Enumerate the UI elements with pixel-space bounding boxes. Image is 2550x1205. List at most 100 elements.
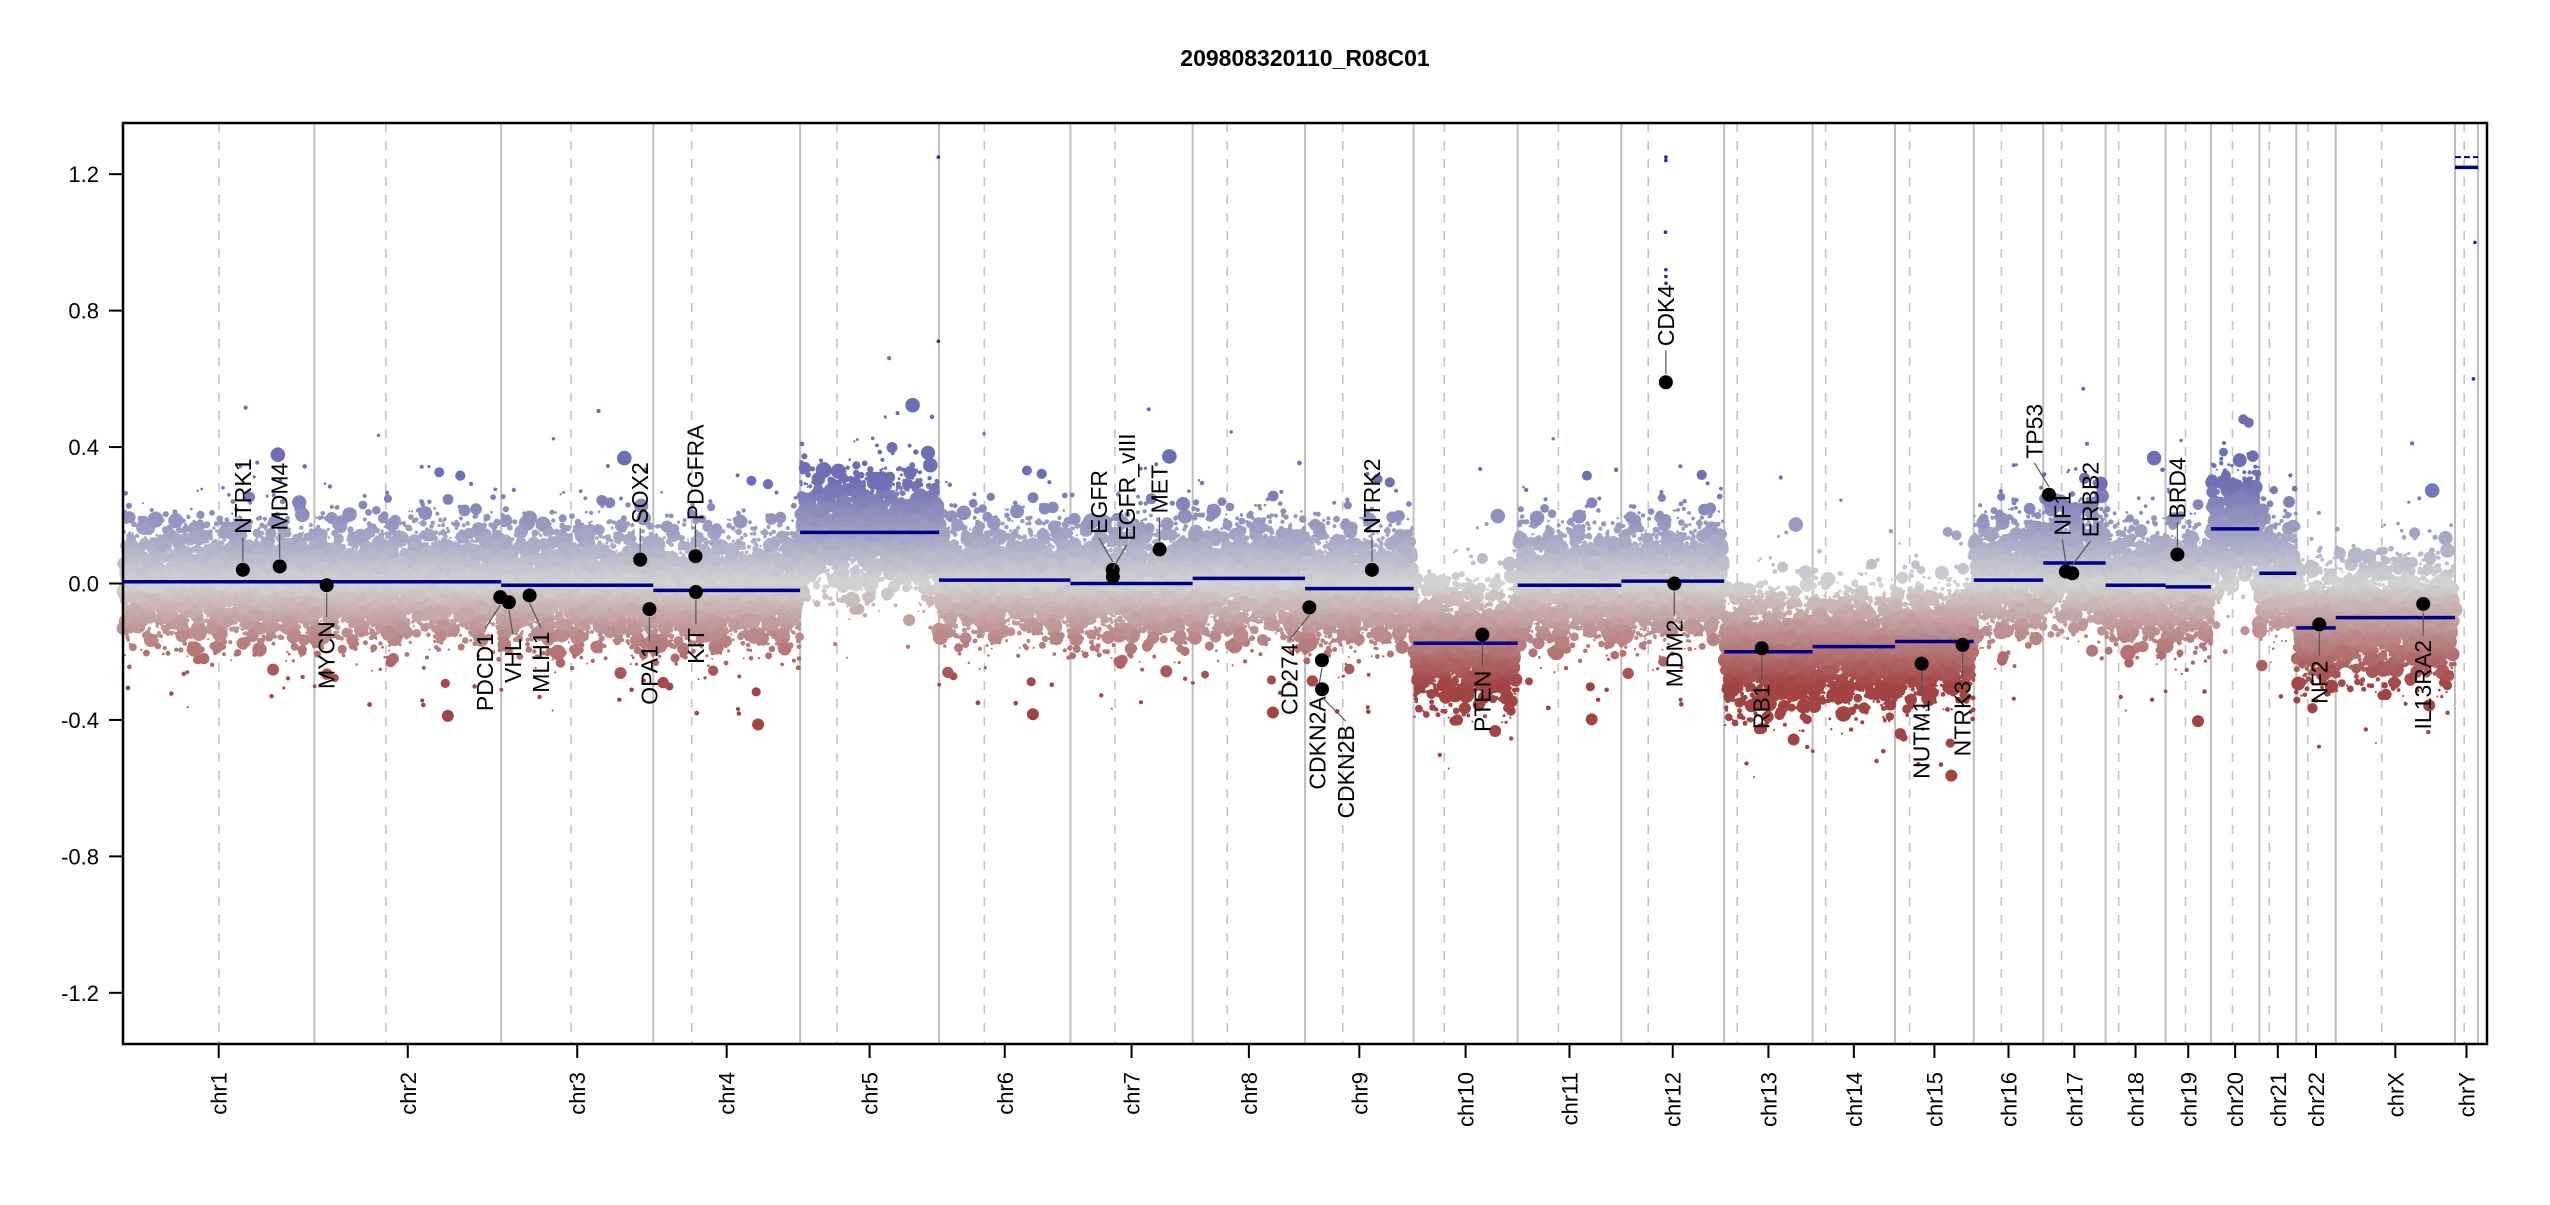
bin-point — [229, 627, 234, 632]
bin-point — [142, 632, 150, 640]
bin-point — [273, 635, 277, 639]
bin-point — [179, 517, 181, 519]
bin-point — [255, 538, 258, 541]
bin-point — [297, 573, 302, 578]
bin-point — [184, 598, 187, 601]
bin-point — [154, 638, 159, 643]
bin-point — [340, 636, 344, 640]
bin-point — [355, 663, 357, 665]
bin-point — [229, 622, 233, 626]
bin-point — [258, 527, 261, 530]
bin-point — [232, 598, 234, 600]
bin-point — [263, 636, 265, 638]
bin-point — [187, 706, 189, 708]
bin-point — [207, 638, 209, 640]
bin-point — [309, 523, 313, 527]
bin-point — [143, 532, 146, 535]
bin-point — [259, 618, 263, 622]
bin-point — [441, 679, 450, 688]
bin-point — [162, 526, 169, 533]
bin-point — [155, 624, 158, 627]
bin-point — [194, 612, 196, 614]
bin-point — [127, 638, 130, 641]
bin-point — [154, 634, 158, 638]
bin-point — [148, 591, 150, 593]
bin-point — [197, 519, 203, 525]
bin-point — [129, 643, 137, 651]
bin-point — [129, 570, 133, 574]
bin-point — [141, 625, 146, 630]
bin-point — [155, 534, 158, 537]
bin-point — [425, 655, 429, 659]
chart-title: 209808320110_R08C01 — [1180, 45, 1430, 71]
bin-point — [232, 597, 239, 604]
bin-point — [135, 534, 139, 538]
bin-point — [285, 600, 291, 606]
bin-point — [200, 533, 203, 536]
bin-point — [270, 531, 276, 537]
bin-point — [132, 535, 134, 537]
bin-point — [186, 576, 190, 580]
bin-point — [303, 622, 309, 628]
bin-point — [194, 619, 198, 623]
bin-point — [497, 520, 501, 524]
bin-point — [193, 545, 200, 552]
bin-point — [252, 653, 256, 657]
bin-point — [147, 606, 153, 612]
bin-point — [297, 558, 310, 571]
bin-point — [239, 624, 242, 627]
bin-point — [280, 553, 284, 557]
bin-point — [221, 532, 223, 534]
bin-point — [271, 631, 275, 635]
bin-point — [172, 621, 176, 625]
bin-point — [218, 635, 222, 639]
bin-point — [131, 598, 133, 600]
bin-point — [174, 648, 178, 652]
bin-point — [214, 623, 219, 628]
bin-point — [252, 622, 255, 625]
bin-point — [292, 591, 295, 594]
bin-point — [281, 590, 283, 592]
bin-point — [166, 563, 170, 567]
bin-point — [125, 596, 129, 600]
bin-point — [213, 539, 218, 544]
bin-point — [185, 525, 188, 528]
bin-point — [199, 627, 201, 629]
bin-point — [124, 605, 129, 610]
bin-point — [367, 521, 372, 526]
bin-point — [244, 406, 248, 410]
bin-point — [381, 646, 384, 649]
bin-point — [286, 676, 290, 680]
bin-point — [166, 600, 169, 603]
bin-point — [430, 551, 433, 554]
bin-point — [300, 553, 302, 555]
bin-point — [292, 615, 297, 620]
bin-point — [145, 620, 148, 623]
bin-point — [271, 563, 273, 565]
bin-point — [230, 659, 232, 661]
bin-point — [216, 516, 223, 523]
bin-point — [213, 651, 218, 656]
bin-point — [252, 553, 255, 556]
bin-point — [178, 630, 188, 640]
bin-point — [167, 603, 172, 608]
bin-point — [224, 544, 234, 554]
bin-point — [186, 655, 188, 657]
bin-point — [219, 595, 231, 607]
bin-point — [282, 687, 285, 690]
bin-point — [241, 608, 244, 611]
bin-point — [372, 506, 381, 515]
bin-point — [411, 510, 413, 512]
bin-point — [286, 651, 288, 653]
bin-point — [169, 691, 173, 695]
bin-point — [174, 574, 178, 578]
bin-point — [180, 592, 184, 596]
bin-point — [462, 523, 466, 527]
bin-point — [234, 550, 239, 555]
bin-point — [221, 639, 227, 645]
bin-point — [186, 515, 190, 519]
bin-point — [269, 628, 272, 631]
bin-point — [291, 642, 295, 646]
bin-point — [125, 628, 129, 632]
